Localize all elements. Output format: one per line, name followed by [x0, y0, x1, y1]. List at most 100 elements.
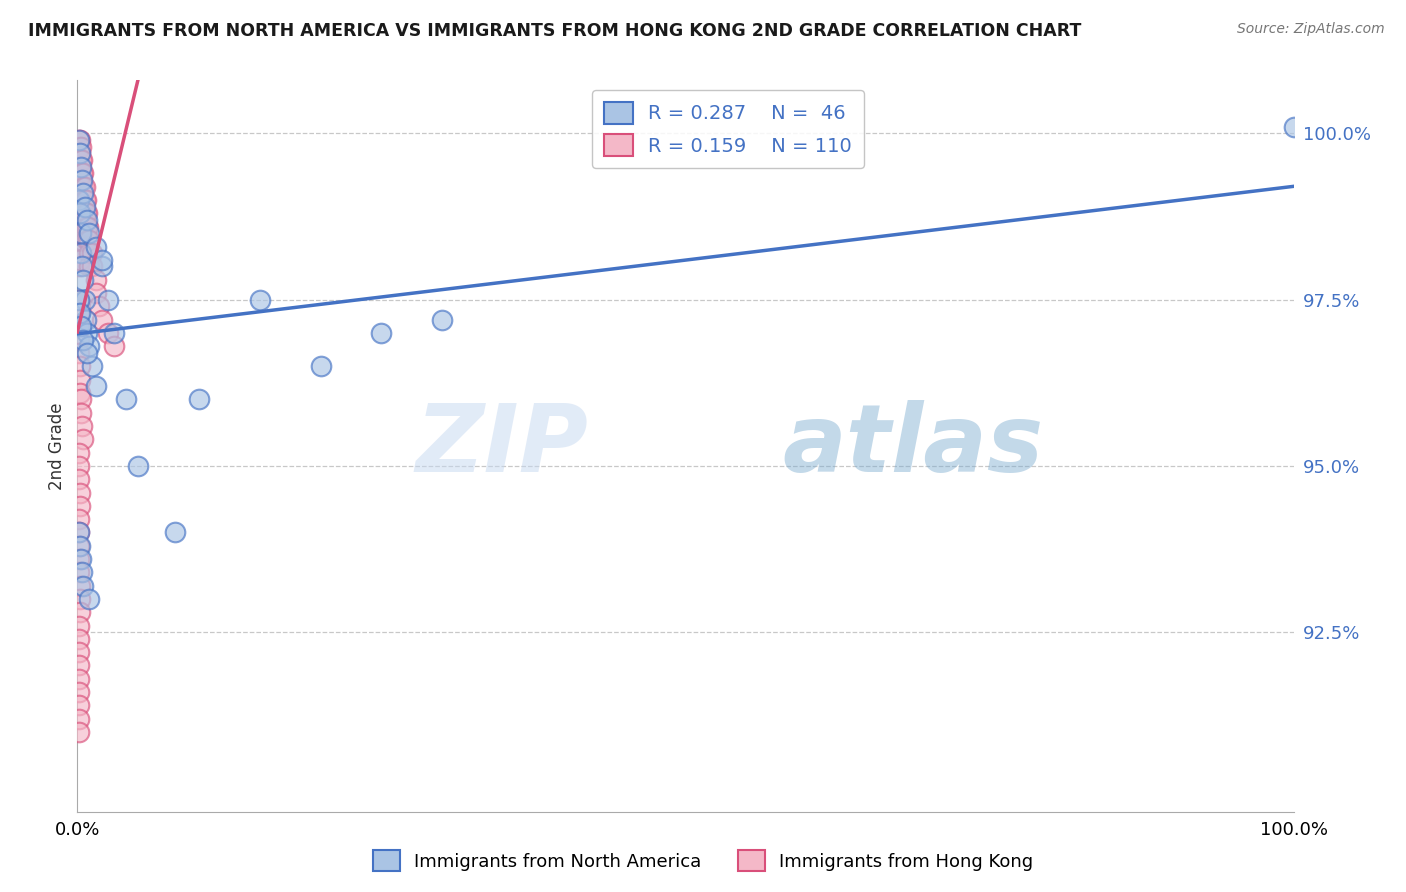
Point [67, 618, 90, 632]
Point [67, 213, 90, 227]
Point [77, 233, 100, 247]
Point [70, 226, 93, 240]
Point [67, 153, 90, 167]
Point [72, 186, 94, 201]
Point [76, 213, 98, 227]
Point [73, 293, 96, 307]
Point [79, 260, 101, 274]
Point [69, 186, 91, 201]
Point [430, 312, 453, 326]
Point [67, 166, 90, 180]
Point [67, 445, 90, 459]
Point [67, 293, 90, 307]
Point [67, 252, 90, 267]
Point [67, 346, 90, 360]
Point [70, 173, 93, 187]
Point [73, 219, 96, 234]
Point [70, 193, 93, 207]
Point [75, 219, 97, 234]
Point [76, 219, 98, 234]
Point [70, 419, 93, 434]
Point [69, 579, 91, 593]
Point [72, 333, 94, 347]
Point [72, 579, 94, 593]
Point [67, 685, 90, 699]
Point [69, 385, 91, 400]
Point [70, 552, 93, 566]
Point [72, 166, 94, 180]
Point [70, 206, 93, 220]
Point [72, 219, 94, 234]
Point [103, 326, 125, 340]
Point [76, 326, 98, 340]
Point [70, 246, 93, 260]
Point [84, 273, 107, 287]
Point [103, 339, 125, 353]
Point [72, 273, 94, 287]
Point [115, 392, 138, 407]
Point [67, 173, 90, 187]
Point [67, 525, 90, 540]
Point [76, 206, 98, 220]
Point [69, 160, 91, 174]
Point [70, 219, 93, 234]
Point [249, 293, 271, 307]
Y-axis label: 2nd Grade: 2nd Grade [48, 402, 66, 490]
Point [67, 260, 90, 274]
Point [70, 233, 93, 247]
Point [67, 246, 90, 260]
Point [70, 219, 93, 234]
Point [69, 206, 91, 220]
Point [72, 179, 94, 194]
Point [1282, 120, 1305, 134]
Text: atlas: atlas [783, 400, 1045, 492]
Point [80, 260, 103, 274]
Point [97, 293, 120, 307]
Point [70, 179, 93, 194]
Point [89, 299, 111, 313]
Point [67, 552, 90, 566]
Point [67, 333, 90, 347]
Point [69, 213, 91, 227]
Point [67, 133, 90, 147]
Point [70, 392, 93, 407]
Point [72, 433, 94, 447]
Legend: R = 0.287    N =  46, R = 0.159    N = 110: R = 0.287 N = 46, R = 0.159 N = 110 [592, 90, 863, 168]
Point [67, 233, 90, 247]
Point [84, 379, 107, 393]
Point [76, 233, 98, 247]
Point [67, 672, 90, 686]
Point [67, 133, 90, 147]
Point [67, 206, 90, 220]
Point [70, 566, 93, 580]
Point [67, 226, 90, 240]
Point [67, 458, 90, 473]
Point [70, 193, 93, 207]
Point [76, 346, 98, 360]
Point [69, 252, 91, 267]
Point [67, 539, 90, 553]
Point [67, 193, 90, 207]
Point [69, 173, 91, 187]
Point [67, 193, 90, 207]
Point [67, 712, 90, 726]
Point [67, 179, 90, 194]
Point [69, 539, 91, 553]
Point [79, 233, 101, 247]
Point [67, 239, 90, 253]
Point [90, 312, 112, 326]
Point [67, 566, 90, 580]
Point [75, 312, 97, 326]
Point [70, 140, 93, 154]
Point [73, 179, 96, 194]
Point [67, 632, 90, 646]
Point [75, 206, 97, 220]
Point [309, 359, 332, 374]
Point [69, 359, 91, 374]
Point [127, 458, 149, 473]
Point [72, 193, 94, 207]
Point [73, 206, 96, 220]
Point [67, 472, 90, 486]
Point [67, 645, 90, 659]
Point [79, 246, 101, 260]
